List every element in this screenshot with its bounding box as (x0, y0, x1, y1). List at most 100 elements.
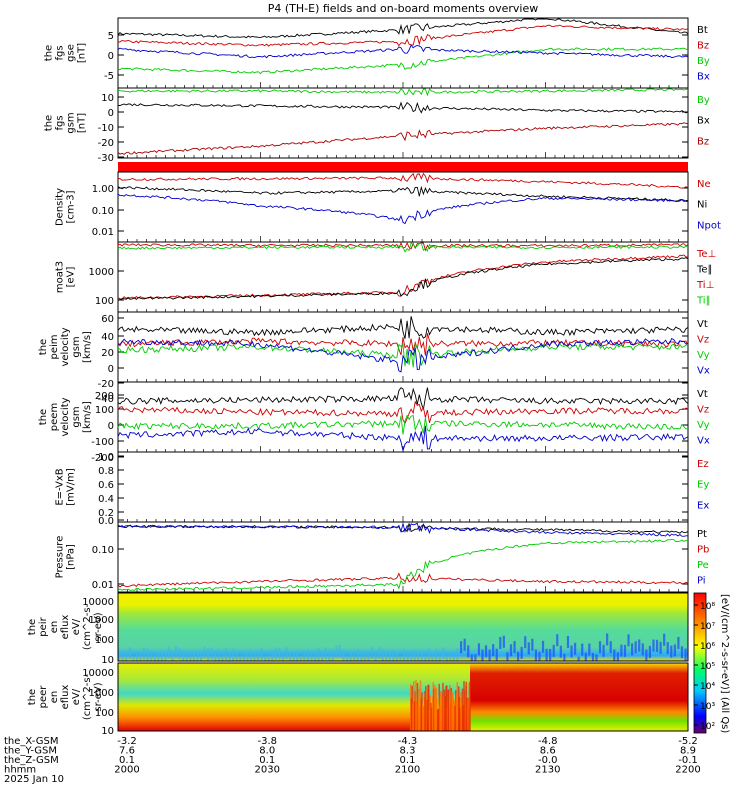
y-axis-label: sr-eV) (93, 612, 104, 641)
ion-spectrogram (118, 593, 688, 661)
legend-entry: Bz (697, 136, 709, 147)
y-tick-label: 0.8 (98, 466, 114, 477)
legend-entry: Te∥ (696, 265, 713, 276)
y-axis-label: the (27, 689, 38, 705)
y-tick-label: 20 (101, 348, 114, 359)
colorbar-label: [eV/(cm^2-s-sr-eV)] (All Qs) (719, 594, 730, 733)
series-line-Ni (117, 185, 689, 203)
y-tick-label: 100 (95, 296, 114, 307)
x-tick-label: 2200 (675, 765, 700, 776)
x-row-label: the_Z-GSM (4, 755, 59, 766)
series-group (117, 88, 689, 155)
legend-entry: Vy (697, 350, 710, 361)
y-axis-label: moat3 (55, 261, 66, 293)
y-tick-label: 100 (95, 405, 114, 416)
y-axis-label: gse (66, 44, 77, 62)
y-axis-label: fgs (55, 45, 66, 60)
y-tick-label: 1000 (89, 267, 114, 278)
y-tick-label: 0 (108, 421, 114, 432)
series-line-Bt (117, 18, 689, 39)
legend-entry: Pi (697, 576, 706, 587)
series-line-Pi (117, 522, 688, 537)
colorbar-tick-label: 10³ (700, 702, 715, 712)
series-line-By (117, 88, 689, 97)
y-tick-label: 0 (108, 364, 114, 375)
series-line-Vt (117, 387, 689, 410)
x-tick-label: -5.2 (678, 736, 698, 747)
y-axis-label: fgs (55, 115, 66, 130)
legend-entry: Ne (697, 179, 711, 190)
x-tick-label: 2100 (395, 765, 420, 776)
y-tick-label: 0.4 (98, 494, 114, 505)
y-axis-label: [cm-3] (66, 190, 77, 223)
y-tick-label: -20 (98, 379, 114, 390)
y-axis-label: eV/ (71, 618, 82, 635)
y-axis-label: the (38, 339, 49, 355)
y-tick-label: -10 (98, 123, 114, 134)
legend-entry: Ey (697, 480, 709, 491)
x-tick-label: 0.1 (119, 755, 135, 766)
series-line-Ne (117, 172, 689, 189)
x-tick-label: -0.1 (678, 755, 698, 766)
x-tick-label: 2000 (114, 765, 139, 776)
legend-entry: Ex (697, 500, 709, 511)
legend-entry: Pb (697, 545, 709, 556)
x-tick-label: -4.3 (398, 736, 418, 747)
panel-frame (117, 171, 689, 243)
panel-3 (118, 162, 688, 172)
legend-entry: By (697, 56, 710, 67)
panel-frame (117, 521, 689, 593)
x-tick-label: -0.0 (538, 755, 558, 766)
y-axis-label: [nPa] (66, 544, 77, 570)
colorbar-tick-label: 10⁷ (700, 622, 715, 632)
colorbar-tick-label: 10² (700, 722, 715, 732)
series-group (117, 387, 689, 453)
legend-entry: Vt (697, 389, 708, 400)
legend-entry: Vx (697, 436, 710, 447)
x-row-label: hhmm (4, 765, 36, 776)
panel-frame (117, 451, 689, 523)
series-line-Bz (117, 122, 689, 155)
series-line-Vt (117, 316, 689, 339)
y-axis-label: E=-VxB (55, 468, 66, 505)
panel-9: 0.10 0.01 Pressure [nPa] Pt Pb Pe Pi (55, 521, 709, 593)
y-axis-label: peem (49, 403, 60, 431)
legend-entry: Vy (697, 420, 710, 431)
legend-entry: Ti∥ (696, 296, 711, 307)
red-band (118, 162, 688, 172)
x-tick-label: 2130 (535, 765, 560, 776)
y-axis-label: peim (49, 334, 60, 359)
legend-entry: Bx (697, 116, 710, 127)
y-axis-label: the (44, 45, 55, 61)
x-row-label: the_X-GSM (4, 736, 58, 747)
colorbar-tick-label: 10⁴ (700, 682, 715, 692)
y-tick-label: 1000 (89, 615, 114, 626)
spectrogram-frame (117, 662, 689, 732)
series-line-Bx (117, 101, 689, 114)
y-tick-label: 0 (108, 108, 114, 119)
colorbar: [eV/(cm^2-s-sr-eV)] (All Qs) 10⁸ 10⁷ 10⁶ 10… (693, 592, 730, 734)
y-axis-label: eflux (60, 685, 71, 710)
y-tick-label: 0.2 (98, 508, 114, 519)
legend-entry: Npot (697, 220, 721, 231)
y-axis-label: (cm^2-s- (82, 673, 93, 720)
legend-entry: By (697, 95, 710, 106)
y-tick-label: 10000 (82, 668, 114, 679)
y-axis-label: velocity (60, 397, 71, 436)
y-axis-label: the (38, 409, 49, 425)
panel-frame (117, 241, 689, 313)
y-tick-label: 200 (95, 391, 114, 402)
panel-8: 1.0 0.8 0.6 0.4 0.20.0 E=-VxB [mV/m] Ez Ey Ex (55, 451, 709, 527)
series-line-By (117, 47, 689, 75)
y-tick-label: 40 (101, 332, 114, 343)
y-axis-label: sr-eV) (93, 682, 104, 711)
y-axis-label: eflux (60, 615, 71, 640)
legend-entry: Te⊥ (696, 249, 716, 260)
series-line-Ti∥ (117, 242, 689, 253)
y-axis-label: en (49, 691, 60, 704)
series-line-Npot (117, 193, 688, 225)
y-axis-label: (cm^2-s- (82, 603, 93, 650)
y-axis-label: gsm (66, 112, 77, 133)
series-group (117, 241, 689, 301)
